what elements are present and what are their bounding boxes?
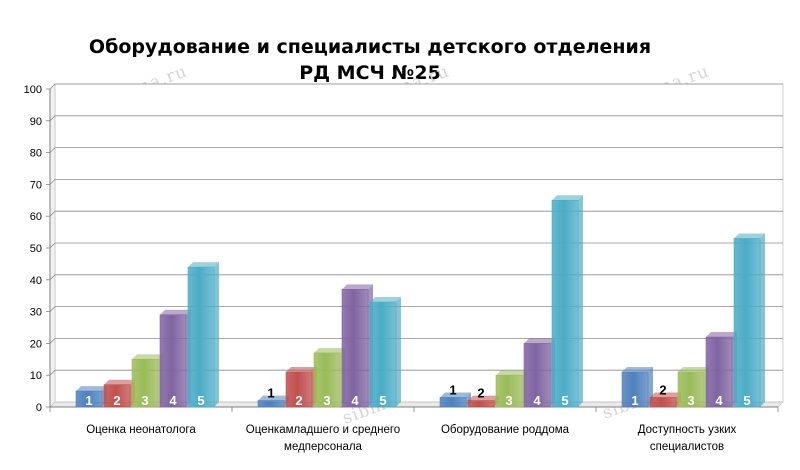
bar-label-s3: 3 (141, 393, 148, 408)
gridline-side (49, 83, 56, 90)
bar-label-s4: 4 (169, 393, 177, 408)
gridline-side (49, 306, 56, 312)
chart-title-line-2: РД МСЧ №25 (299, 62, 441, 84)
bar-s4 (705, 336, 733, 408)
gridline-side (49, 210, 56, 217)
bar-top-s5 (188, 262, 219, 268)
bar-s2 (467, 400, 495, 408)
y-tick-label: 90 (30, 116, 42, 128)
bar-label-s3: 3 (687, 393, 694, 408)
bar-top-s4 (160, 309, 191, 315)
y-tick-label: 80 (30, 148, 42, 160)
gridline-side (49, 115, 56, 122)
bar-s1 (75, 390, 103, 408)
bar-side-s5 (214, 262, 219, 407)
bar-label-s1: 1 (267, 386, 274, 401)
x-tick-label: Оборудование роддома (441, 424, 570, 436)
bar-label-s4: 4 (351, 393, 359, 408)
bar-label-s3: 3 (323, 393, 330, 408)
bar-s2 (103, 384, 131, 408)
bar-top-s4 (706, 332, 737, 338)
x-tick-label: специалистов (650, 441, 724, 453)
bar-s3 (131, 358, 159, 408)
bar-s5 (369, 301, 397, 408)
bar-s1 (621, 371, 649, 408)
bar-s4 (341, 289, 369, 408)
x-tick-label: Оценкамладшего и среднего (246, 424, 400, 436)
bar-label-s5: 5 (743, 393, 750, 408)
bar-label-s5: 5 (379, 393, 386, 408)
y-tick-label: 100 (24, 84, 42, 96)
bar-top-s5 (370, 297, 401, 303)
bar-side-s5 (396, 297, 401, 407)
bar-top-s1 (440, 392, 471, 398)
bar-side-s5 (760, 233, 765, 407)
bar-top-s2 (650, 392, 681, 398)
bar-label-s2: 2 (295, 393, 302, 408)
bar-top-s1 (258, 395, 289, 401)
y-tick-label: 30 (30, 307, 42, 319)
y-tick-label: 70 (30, 179, 42, 191)
x-tick-label: медперсонала (284, 441, 363, 453)
bar-label-s1: 1 (85, 393, 92, 408)
y-tick-label: 40 (30, 275, 42, 287)
y-tick-label: 60 (30, 211, 42, 223)
bar-top-s5 (734, 233, 765, 239)
bar-top-s1 (622, 367, 653, 373)
bar-label-s5: 5 (197, 393, 204, 408)
bar-label-s4: 4 (715, 393, 723, 408)
gridline-side (49, 338, 56, 344)
bar-s1 (439, 397, 467, 408)
bar-label-s2: 2 (659, 382, 666, 397)
bar-s3 (313, 352, 341, 408)
bar-s5 (551, 200, 579, 408)
y-tick-label: 0 (36, 402, 42, 414)
bar-top-s3 (678, 367, 709, 373)
bar-top-s4 (524, 338, 555, 344)
bar-s3 (495, 374, 523, 408)
gridline-side (49, 369, 56, 376)
bar-label-s1: 1 (631, 393, 638, 408)
x-tick-label: Оценка неонатолога (86, 424, 196, 436)
bar-s1 (257, 400, 285, 408)
bar-top-s2 (104, 379, 135, 385)
bar-s5 (733, 238, 761, 408)
bar-top-s2 (286, 367, 317, 373)
bar-top-s4 (342, 284, 373, 290)
bar-top-s1 (76, 386, 107, 392)
bar-s4 (159, 314, 187, 408)
bar-label-s2: 2 (477, 386, 484, 401)
bar-s2 (649, 397, 677, 408)
bar-s4 (523, 343, 551, 408)
bar-top-s3 (314, 347, 345, 353)
gridline-side (49, 147, 56, 153)
y-tick-label: 20 (30, 338, 42, 350)
bar-label-s5: 5 (561, 393, 568, 408)
bar-side-s1 (466, 392, 471, 407)
y-tick-label: 50 (30, 243, 42, 255)
bar-top-s3 (496, 370, 527, 376)
bar-top-s2 (468, 395, 499, 401)
bar-label-s1: 1 (449, 382, 456, 397)
bar-s2 (285, 371, 313, 408)
bar-top-s3 (132, 354, 163, 360)
bar-side-s5 (578, 195, 583, 407)
y-tick-label: 10 (30, 370, 42, 382)
bar-s5 (187, 266, 215, 408)
x-tick-label: Доступность узких (638, 424, 737, 436)
gridline-side (49, 179, 56, 185)
bar-label-s2: 2 (113, 393, 120, 408)
bar-label-s4: 4 (533, 393, 541, 408)
chart-title-line-1: Оборудование и специалисты детского отде… (88, 36, 652, 58)
bar-s3 (677, 371, 705, 408)
bar-top-s5 (552, 195, 583, 201)
gridline-side (49, 242, 56, 249)
bar-label-s3: 3 (505, 393, 512, 408)
gridline-side (49, 274, 56, 281)
